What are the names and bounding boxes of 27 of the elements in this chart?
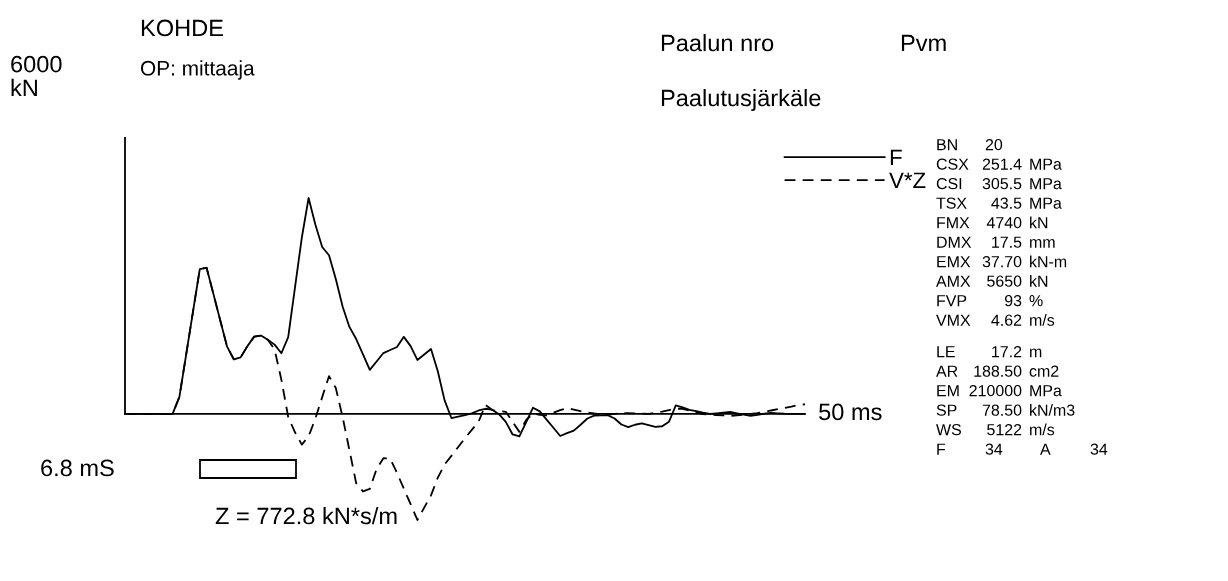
text: VMX 4.62 m/s <box>936 314 1055 326</box>
text: SP 78.50 kN/m3 <box>936 404 1075 416</box>
text: AMX 5650 kN <box>936 275 1048 287</box>
text: FVP 93 % <box>937 294 1043 307</box>
chart-subtitle: OP: mittaaja <box>140 60 255 80</box>
legend-label: V*Z <box>889 172 926 188</box>
text: 50 ms <box>819 403 882 421</box>
text: CSI 305.5 MPa <box>936 177 1062 190</box>
legend-label: F <box>890 149 902 165</box>
text: CSX 251.4 MPa <box>936 158 1062 170</box>
text: 6.8 mS <box>41 459 114 477</box>
text: FMX 4740 kN <box>937 216 1048 229</box>
text: Paalun nro <box>661 34 774 52</box>
text: AR 188.50 cm2 <box>936 365 1059 377</box>
text: EMX 37.70 kN-m <box>937 255 1067 268</box>
text: DMX 17.5 mm <box>937 236 1055 248</box>
text: Paalutusjärkäle <box>661 89 821 111</box>
text: BN 20 <box>937 138 1003 151</box>
text: TSX 43.5 MPa <box>936 197 1062 209</box>
text: LE 17.2 m <box>937 345 1042 358</box>
annotation: Z = 772.8 kN*s/m <box>215 506 397 525</box>
text: 6000 kN <box>11 55 62 96</box>
text: F 34 A 34 <box>937 443 1108 455</box>
chart-title: KOHDE <box>141 19 223 37</box>
text: WS 5122 m/s <box>936 423 1055 436</box>
text: EM 210000 MPa <box>937 384 1062 397</box>
text: Pvm <box>901 34 946 52</box>
